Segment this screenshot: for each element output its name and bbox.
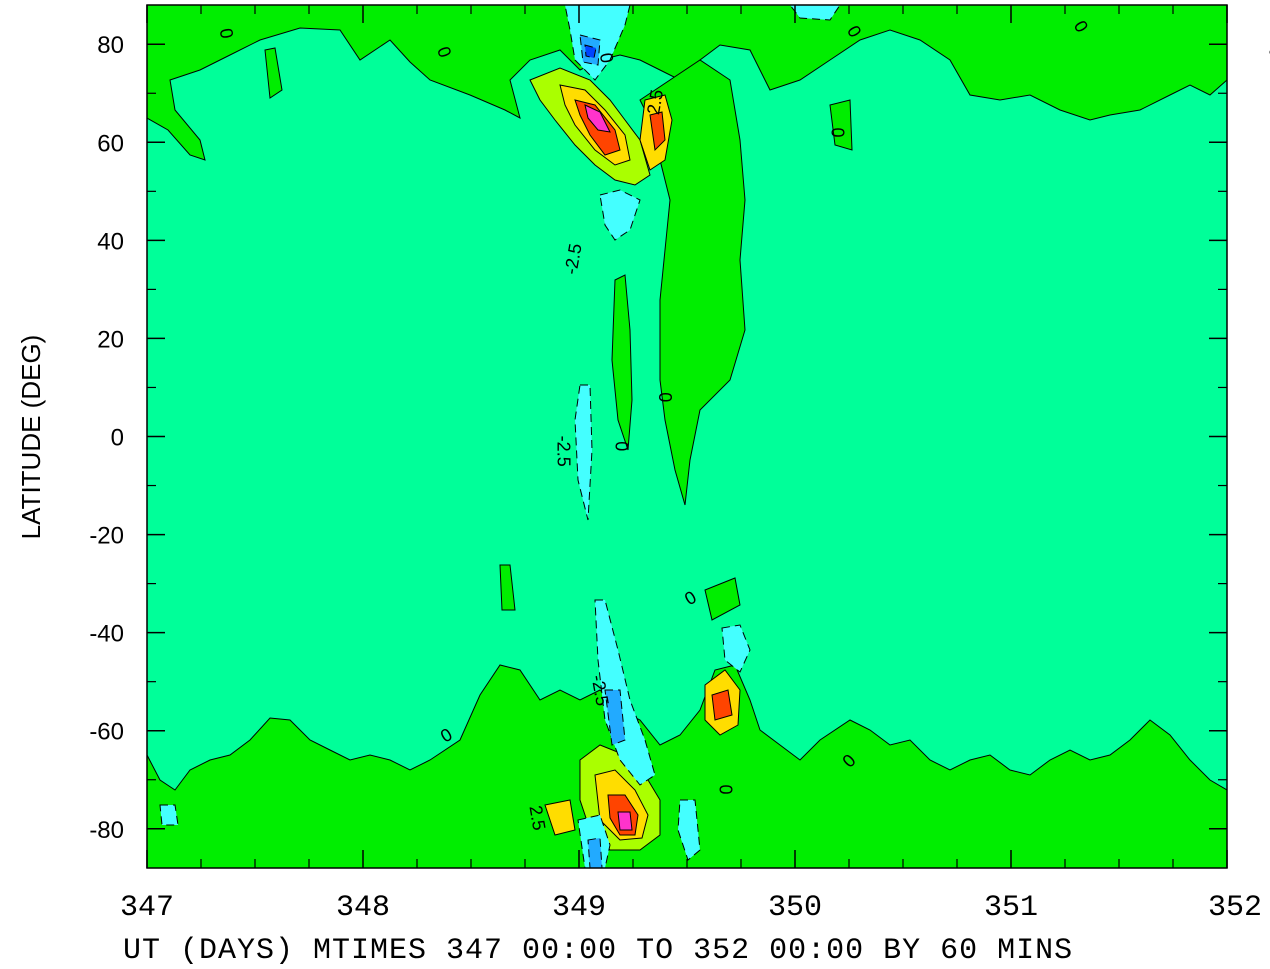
south-negative-left [159,804,179,826]
x-tick-label: 352 [1208,891,1262,925]
y-tick-label: 80 [97,32,124,59]
contour-label: 2.5 [525,804,549,832]
y-tick-label: 40 [97,228,124,255]
x-tick-label: 349 [552,891,606,925]
y-axis-label: LATITUDE (DEG) [16,335,46,540]
contour-label: 0 [216,27,237,40]
y-tick-label: 60 [97,130,124,157]
north-positive-column [639,59,746,506]
south-negative-bottom-right [677,799,701,861]
contour-label: -2.5 [553,436,573,467]
x-tick-label: 351 [984,891,1038,925]
x-tick-label: 350 [768,891,822,925]
north-negative-center [584,44,597,59]
contour-label: 0 [715,785,735,795]
north-negative-strip [599,189,641,241]
blob-north-right [829,99,853,151]
north-thin-column [611,274,633,451]
south-right-core [711,689,733,721]
south-positive-band [147,664,1227,868]
north-negative-right [789,5,841,21]
x-axis: 347 348 349 350 351 352 [120,5,1262,925]
contour-label: 0 [655,392,675,402]
south-negative-core [604,689,626,746]
y-tick-label: -20 [89,523,124,550]
south-left-peak [544,799,576,836]
y-tick-label: 0 [111,425,124,452]
x-tick-label: 348 [336,891,390,925]
y-tick-label: -40 [89,621,124,648]
equator-negative-strip [574,384,593,521]
y-axis: 80 60 40 20 0 -20 -40 -60 -80 [89,32,1227,844]
contour-label: 0 [596,51,617,64]
contour-label: 0 [612,441,632,451]
blob-mid-right [704,577,741,621]
south-negative-strip [594,599,656,786]
contour-field [147,5,1227,868]
x-tick-label: 347 [120,891,174,925]
north-second-core [649,111,666,152]
blob-north-left [264,47,283,99]
north-positive-band [147,5,1227,161]
south-negative-bottom-core [587,837,603,868]
contour-label: 2.5 [643,88,667,116]
y-tick-label: 20 [97,326,124,353]
south-negative-right [721,624,751,673]
y-tick-label: -60 [89,719,124,746]
contour-label: 0 [828,127,848,137]
north-peak-core [584,104,611,133]
y-tick-label: -80 [89,817,124,844]
contour-label: 0 [1264,42,1270,61]
x-axis-label: UT (DAYS) MTIMES 347 00:00 TO 352 00:00 … [123,934,1073,968]
blob-mid-left [499,564,516,611]
south-peak-core [617,811,633,831]
